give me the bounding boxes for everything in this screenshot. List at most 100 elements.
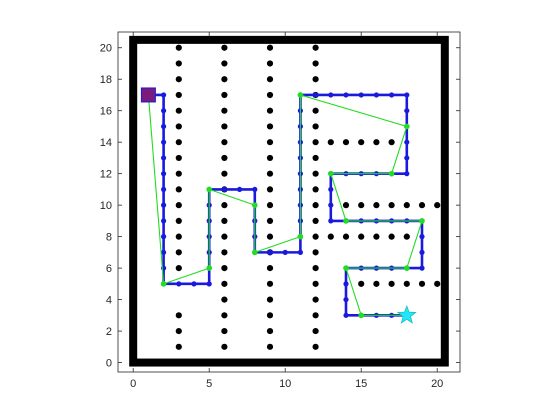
obstacle-point [312, 327, 319, 335]
obstacle-point [175, 312, 182, 319]
obstacle-point [266, 60, 274, 67]
obstacle-point [175, 343, 182, 350]
obstacle-point [418, 280, 426, 287]
obstacle-point [221, 202, 228, 209]
obstacle-point [221, 123, 228, 130]
obstacle-point [388, 280, 395, 287]
obstacle-point [373, 280, 380, 287]
path-node [237, 186, 243, 193]
obstacle-point [388, 233, 395, 240]
obstacle-point [312, 359, 319, 366]
obstacle-point [312, 249, 319, 256]
path-node [389, 92, 395, 98]
path-node [161, 218, 167, 224]
obstacle-point [266, 233, 274, 240]
obstacle-point [266, 76, 274, 83]
obstacle-point [403, 280, 410, 287]
y-tick-label: 20 [100, 43, 112, 55]
obstacle-point [221, 249, 228, 256]
obstacle-point [312, 44, 319, 51]
path-node [328, 186, 334, 193]
path-node [206, 281, 212, 287]
obstacle-point [403, 233, 410, 240]
obstacle-point [221, 343, 228, 350]
waypoint [343, 265, 349, 271]
obstacle-point [312, 265, 319, 272]
obstacle-point [373, 233, 380, 240]
axes-box [117, 31, 461, 373]
obstacle-point [388, 202, 395, 209]
obstacle-point [221, 154, 228, 162]
obstacle-point [266, 217, 274, 224]
obstacle-point [175, 186, 182, 193]
obstacle-point [266, 91, 274, 99]
path-node [419, 265, 425, 271]
obstacle-point [266, 44, 274, 51]
obstacle-point [221, 296, 228, 303]
obstacle-point [327, 139, 334, 146]
obstacle-point [175, 217, 182, 224]
waypoint [404, 265, 410, 271]
path-node [297, 249, 303, 255]
obstacle-point [221, 139, 228, 146]
x-tick-label: 20 [431, 378, 443, 390]
path-node [404, 92, 410, 98]
obstacle-point [342, 233, 350, 240]
obstacle-points [175, 44, 441, 366]
y-tick-label: 4 [106, 295, 112, 307]
obstacle-point [358, 139, 365, 146]
path-node [404, 171, 410, 177]
obstacle-point [266, 154, 274, 162]
obstacle-point [266, 123, 274, 130]
obstacle-point [175, 44, 182, 51]
obstacle-point [358, 233, 365, 240]
path-node [191, 281, 197, 287]
waypoint [252, 202, 258, 208]
obstacle-point [221, 327, 228, 335]
path-node [343, 312, 349, 318]
y-tick-label: 0 [106, 358, 112, 370]
path-node [161, 108, 167, 114]
obstacle-point [312, 202, 319, 209]
path-node [313, 92, 319, 98]
obstacle-point [312, 107, 319, 114]
obstacle-point [373, 202, 380, 209]
obstacle-point [312, 343, 319, 350]
path-node [252, 186, 258, 193]
obstacle-point [175, 107, 182, 114]
start-goal-markers [140, 87, 417, 324]
path-node [161, 249, 167, 255]
path-node [221, 186, 227, 193]
path-node [404, 139, 410, 145]
x-tick-label: 10 [279, 378, 291, 390]
path-node [161, 186, 167, 193]
obstacle-point [175, 265, 182, 272]
obstacle-point [175, 60, 182, 67]
obstacle-point [312, 280, 319, 287]
obstacle-point [312, 217, 319, 224]
path-node [343, 296, 349, 303]
waypoint [297, 92, 304, 98]
obstacle-point [312, 186, 319, 193]
y-tick-label: 10 [100, 200, 112, 212]
path-node [161, 155, 167, 161]
path-node [161, 123, 167, 130]
obstacle-point [266, 139, 274, 146]
obstacle-point [358, 202, 365, 209]
obstacle-point [312, 296, 319, 303]
waypoint [419, 218, 425, 224]
obstacle-point [175, 139, 182, 146]
path-node [419, 234, 425, 240]
path-node [161, 171, 167, 177]
y-tick-label: 6 [106, 263, 112, 275]
obstacle-point [175, 233, 182, 240]
obstacle-point [312, 154, 319, 162]
obstacle-point [327, 233, 334, 240]
obstacle-point [175, 202, 182, 209]
obstacle-point [221, 265, 228, 272]
obstacle-point [266, 343, 274, 350]
obstacle-point [373, 139, 380, 146]
path-node [343, 92, 349, 98]
waypoint [206, 186, 212, 193]
obstacle-point [221, 60, 228, 67]
